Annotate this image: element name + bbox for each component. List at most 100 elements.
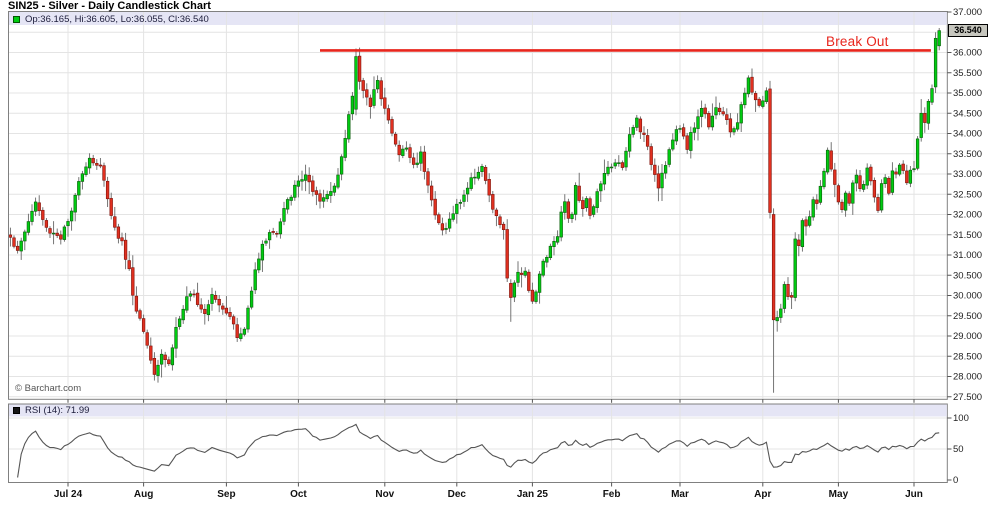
candlestick[interactable] [620,162,625,168]
candlestick[interactable] [710,115,715,128]
candlestick[interactable] [134,295,139,312]
candlestick[interactable] [761,100,765,107]
candlestick[interactable] [476,171,481,179]
candlestick[interactable] [890,170,895,193]
candlestick[interactable] [750,76,754,93]
candlestick[interactable] [156,364,160,376]
candlestick[interactable] [383,97,387,109]
candlestick[interactable] [228,312,232,317]
candlestick[interactable] [681,127,686,137]
candlestick[interactable] [509,283,513,298]
candlestick[interactable] [465,187,470,195]
candlestick[interactable] [116,226,121,239]
candlestick[interactable] [617,162,621,164]
candlestick[interactable] [811,199,815,218]
candlestick[interactable] [861,184,866,190]
candlestick[interactable] [887,177,891,194]
candlestick[interactable] [354,56,358,110]
candlestick[interactable] [930,88,934,103]
candlestick[interactable] [631,127,635,135]
candlestick[interactable] [141,318,146,332]
candlestick[interactable] [937,30,941,47]
candlestick[interactable] [689,132,693,151]
candlestick[interactable] [786,284,790,297]
candlestick[interactable] [642,132,646,135]
candlestick[interactable] [411,157,416,165]
candlestick[interactable] [303,174,308,181]
candlestick[interactable] [865,167,869,186]
candlestick[interactable] [829,150,833,170]
candlestick[interactable] [181,308,185,321]
candlestick[interactable] [343,138,347,158]
candlestick[interactable] [487,179,491,196]
main-panel-frame[interactable] [8,11,948,400]
candlestick[interactable] [581,200,585,209]
candlestick[interactable] [822,170,826,188]
candlestick[interactable] [541,260,545,276]
candlestick[interactable] [714,107,718,116]
candlestick[interactable] [195,292,200,305]
candlestick[interactable] [735,122,740,130]
candlestick[interactable] [37,202,41,212]
candlestick[interactable] [242,328,247,335]
candlestick[interactable] [894,171,898,175]
candlestick[interactable] [264,240,268,244]
candlestick[interactable] [653,164,657,175]
candlestick[interactable] [404,147,409,150]
candlestick[interactable] [91,158,95,164]
candlestick[interactable] [293,184,297,198]
candlestick[interactable] [422,151,427,172]
candlestick[interactable] [905,170,909,184]
candlestick[interactable] [437,214,441,224]
candlestick[interactable] [102,165,106,181]
candlestick[interactable] [41,209,45,220]
candlestick[interactable] [390,119,394,134]
candlestick[interactable] [260,243,265,261]
candlestick[interactable] [357,55,362,82]
candlestick[interactable] [926,100,931,124]
candlestick[interactable] [15,245,20,251]
candlestick[interactable] [289,196,293,201]
candlestick[interactable] [678,128,682,130]
candlestick[interactable] [98,164,103,167]
candlestick[interactable] [30,210,34,222]
candlestick[interactable] [66,221,70,227]
candlestick[interactable] [915,138,920,169]
candlestick[interactable] [12,237,16,247]
candlestick[interactable] [257,258,261,271]
candlestick[interactable] [559,211,563,238]
candlestick[interactable] [563,201,567,213]
candlestick[interactable] [876,197,880,211]
candlestick[interactable] [95,163,99,166]
candlestick[interactable] [480,166,484,172]
candlestick[interactable] [339,156,344,175]
candlestick[interactable] [739,104,743,124]
candlestick[interactable] [584,198,589,208]
candlestick[interactable] [109,198,113,216]
candlestick[interactable] [577,185,581,201]
candlestick[interactable] [804,219,808,227]
candlestick[interactable] [635,117,639,128]
candlestick[interactable] [447,218,452,229]
candlestick[interactable] [217,298,221,306]
candlestick[interactable] [674,129,679,142]
candlestick[interactable] [494,209,499,217]
candlestick[interactable] [883,177,887,185]
candlestick[interactable] [455,203,459,214]
candlestick[interactable] [721,111,725,115]
rsi-panel-frame[interactable] [8,403,948,483]
candlestick[interactable] [933,38,938,88]
candlestick[interactable] [746,77,751,95]
candlestick[interactable] [707,113,711,128]
candlestick[interactable] [656,173,661,189]
candlestick[interactable] [696,116,700,129]
candlestick[interactable] [185,296,189,311]
candlestick[interactable] [278,221,283,235]
candlestick[interactable] [660,172,664,189]
candlestick[interactable] [897,164,902,175]
candlestick[interactable] [771,214,776,321]
candlestick[interactable] [725,114,729,121]
candlestick[interactable] [519,272,524,275]
candlestick[interactable] [491,194,495,210]
candlestick[interactable] [361,80,365,91]
